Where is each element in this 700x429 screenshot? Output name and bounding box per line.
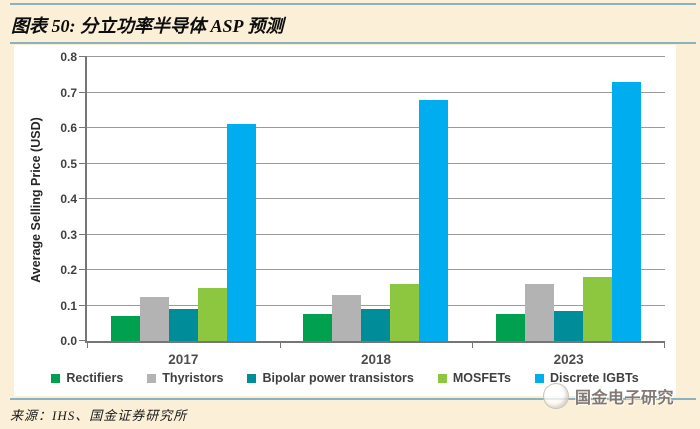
y-axis-title: Average Selling Price (USD) [29, 117, 43, 283]
y-axis-tick-label: 0.0 [60, 334, 77, 348]
bar-discrete-igbts [226, 124, 256, 341]
legend-item-discrete-igbts: Discrete IGBTs [534, 371, 639, 385]
y-axis-tick [79, 269, 87, 270]
bar-rectifiers [110, 316, 140, 341]
y-axis-tick-label: 0.1 [60, 298, 77, 313]
legend-item-rectifiers: Rectifiers [51, 371, 123, 385]
gridline [87, 162, 665, 164]
x-axis-category-label: 2023 [553, 352, 584, 367]
x-axis-tick [664, 343, 665, 348]
bar-bipolar-power-transistors [168, 309, 198, 341]
bar-mosfets [390, 284, 420, 341]
figure-title: 图表 50: 分立功率半导体 ASP 预测 [11, 16, 284, 36]
legend-swatch-icon [534, 373, 544, 383]
watermark-text: 国金电子研究 [575, 390, 675, 407]
bar-mosfets [197, 287, 227, 341]
title-separator-rule [10, 42, 696, 44]
y-axis-tick [79, 162, 87, 164]
y-axis-tick [79, 127, 87, 128]
bar-bipolar-power-transistors [554, 310, 584, 341]
legend: Rectifiers Thyristors Bipolar power transi… [14, 371, 676, 385]
y-axis-tick-label: 0.8 [60, 50, 77, 64]
gridline [87, 56, 665, 57]
bar-group-2018: 2018 [303, 57, 449, 367]
y-axis-tick-label: 0.7 [60, 85, 77, 100]
top-separator-rule [10, 3, 696, 5]
x-axis-category-label: 2018 [360, 352, 391, 367]
legend-swatch-icon [147, 373, 157, 383]
bar-discrete-igbts [419, 99, 449, 341]
y-axis-tick-label: 0.3 [60, 227, 77, 242]
gridline [87, 304, 665, 306]
legend-label: Bipolar power transistors [262, 371, 414, 385]
y-axis-tick-label: 0.4 [60, 192, 77, 206]
gridline [87, 127, 665, 128]
y-axis-tick [79, 91, 87, 93]
y-axis-tick [79, 340, 87, 341]
legend-item-bipolar-power-transistors: Bipolar power transistors [247, 371, 414, 385]
legend-swatch-icon [247, 373, 257, 383]
x-axis-tick [472, 343, 474, 348]
source-note: 来源：IHS、国金证券研究所 [10, 408, 188, 423]
legend-swatch-icon [437, 373, 447, 383]
x-axis-category-label: 2017 [168, 352, 199, 367]
y-axis-tick [79, 233, 87, 235]
bar-group-2023: 2023 [496, 57, 642, 367]
x-axis-tick [87, 343, 88, 348]
bar-thyristors [525, 284, 555, 341]
gridline [87, 233, 665, 235]
y-axis-tick [79, 198, 87, 199]
bottom-separator-rule [10, 398, 696, 400]
legend-label: MOSFETs [452, 371, 511, 385]
bar-rectifiers [496, 314, 526, 341]
bar-group-2017: 2017 [110, 57, 256, 367]
gjzq-circle-logo-icon [543, 383, 569, 409]
gridline [87, 198, 665, 199]
bar-thyristors [332, 294, 362, 341]
legend-item-mosfets: MOSFETs [437, 371, 511, 385]
legend-swatch-icon [51, 373, 61, 383]
y-axis-tick-label: 0.6 [60, 121, 77, 135]
bar-groups-container: 2017 2018 2023 [87, 57, 665, 367]
watermark: 国金电子研究 [543, 383, 674, 409]
legend-item-thyristors: Thyristors [147, 371, 223, 385]
bar-rectifiers [303, 314, 333, 341]
bar-mosfets [583, 277, 613, 341]
bar-bipolar-power-transistors [361, 309, 391, 341]
gridline [87, 269, 665, 270]
x-axis-tick [279, 343, 281, 348]
y-axis-tick [79, 304, 87, 306]
bar-discrete-igbts [612, 81, 642, 341]
legend-label: Discrete IGBTs [549, 371, 639, 385]
gridline [87, 91, 665, 93]
legend-label: Rectifiers [66, 371, 124, 385]
bar-thyristors [139, 296, 169, 341]
chart-panel: Average Selling Price (USD) 2017 2018 2023… [14, 45, 676, 396]
y-axis-tick-label: 0.5 [60, 156, 77, 171]
y-axis-tick-label: 0.2 [60, 263, 77, 277]
legend-label: Thyristors [162, 371, 224, 385]
y-axis-tick [79, 56, 87, 57]
plot-area: 2017 2018 2023 0.0 0.1 0.2 0.3 0.4 0.5 0.6 0.7 0.8 [60, 50, 665, 367]
